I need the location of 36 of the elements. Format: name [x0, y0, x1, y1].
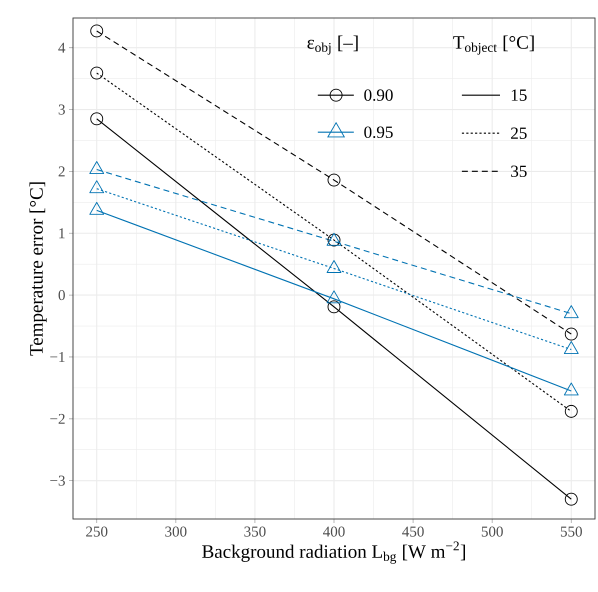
legend-label: 0.95 — [364, 126, 393, 138]
legend-label: 0.90 — [364, 89, 393, 101]
point — [564, 341, 579, 354]
y-tick-label: 1 — [59, 228, 65, 238]
x-tick-label: 400 — [323, 526, 345, 537]
y-tick-label: −2 — [50, 414, 65, 424]
x-tick-label: 550 — [560, 526, 582, 537]
point — [564, 305, 579, 318]
x-tick-label: 350 — [244, 526, 266, 537]
y-tick-label: −1 — [50, 352, 65, 362]
x-tick-label: 500 — [482, 526, 503, 537]
point — [89, 202, 104, 215]
point — [89, 180, 104, 194]
annotation: 25 — [511, 128, 527, 139]
y-tick-label: 4 — [58, 42, 66, 53]
y-tick-label: 3 — [58, 104, 65, 115]
annotation: 15 — [512, 89, 527, 101]
annotation: T$_{object}$ [°C] — [453, 35, 534, 55]
x-tick-label: 300 — [165, 526, 186, 537]
point — [89, 161, 104, 174]
point — [90, 66, 104, 80]
x-tick-label: 450 — [402, 526, 424, 537]
legend-title: ε$_{obj}$ [–] — [307, 35, 358, 55]
y-axis-title: Temperature error [°C] — [29, 182, 47, 356]
y-tick-label: −3 — [50, 476, 65, 486]
x-tick-label: 250 — [86, 526, 108, 537]
x-axis-title: Background radiation L$_{bg}$ [W m$^{−2}$] — [202, 541, 465, 564]
point — [564, 382, 579, 396]
point — [90, 112, 104, 126]
point — [328, 174, 340, 186]
point — [326, 260, 342, 273]
annotation: 35 — [511, 166, 527, 178]
y-tick-label: 0 — [58, 290, 65, 300]
point — [326, 290, 342, 304]
y-tick-label: 2 — [58, 166, 65, 176]
point — [90, 24, 104, 38]
